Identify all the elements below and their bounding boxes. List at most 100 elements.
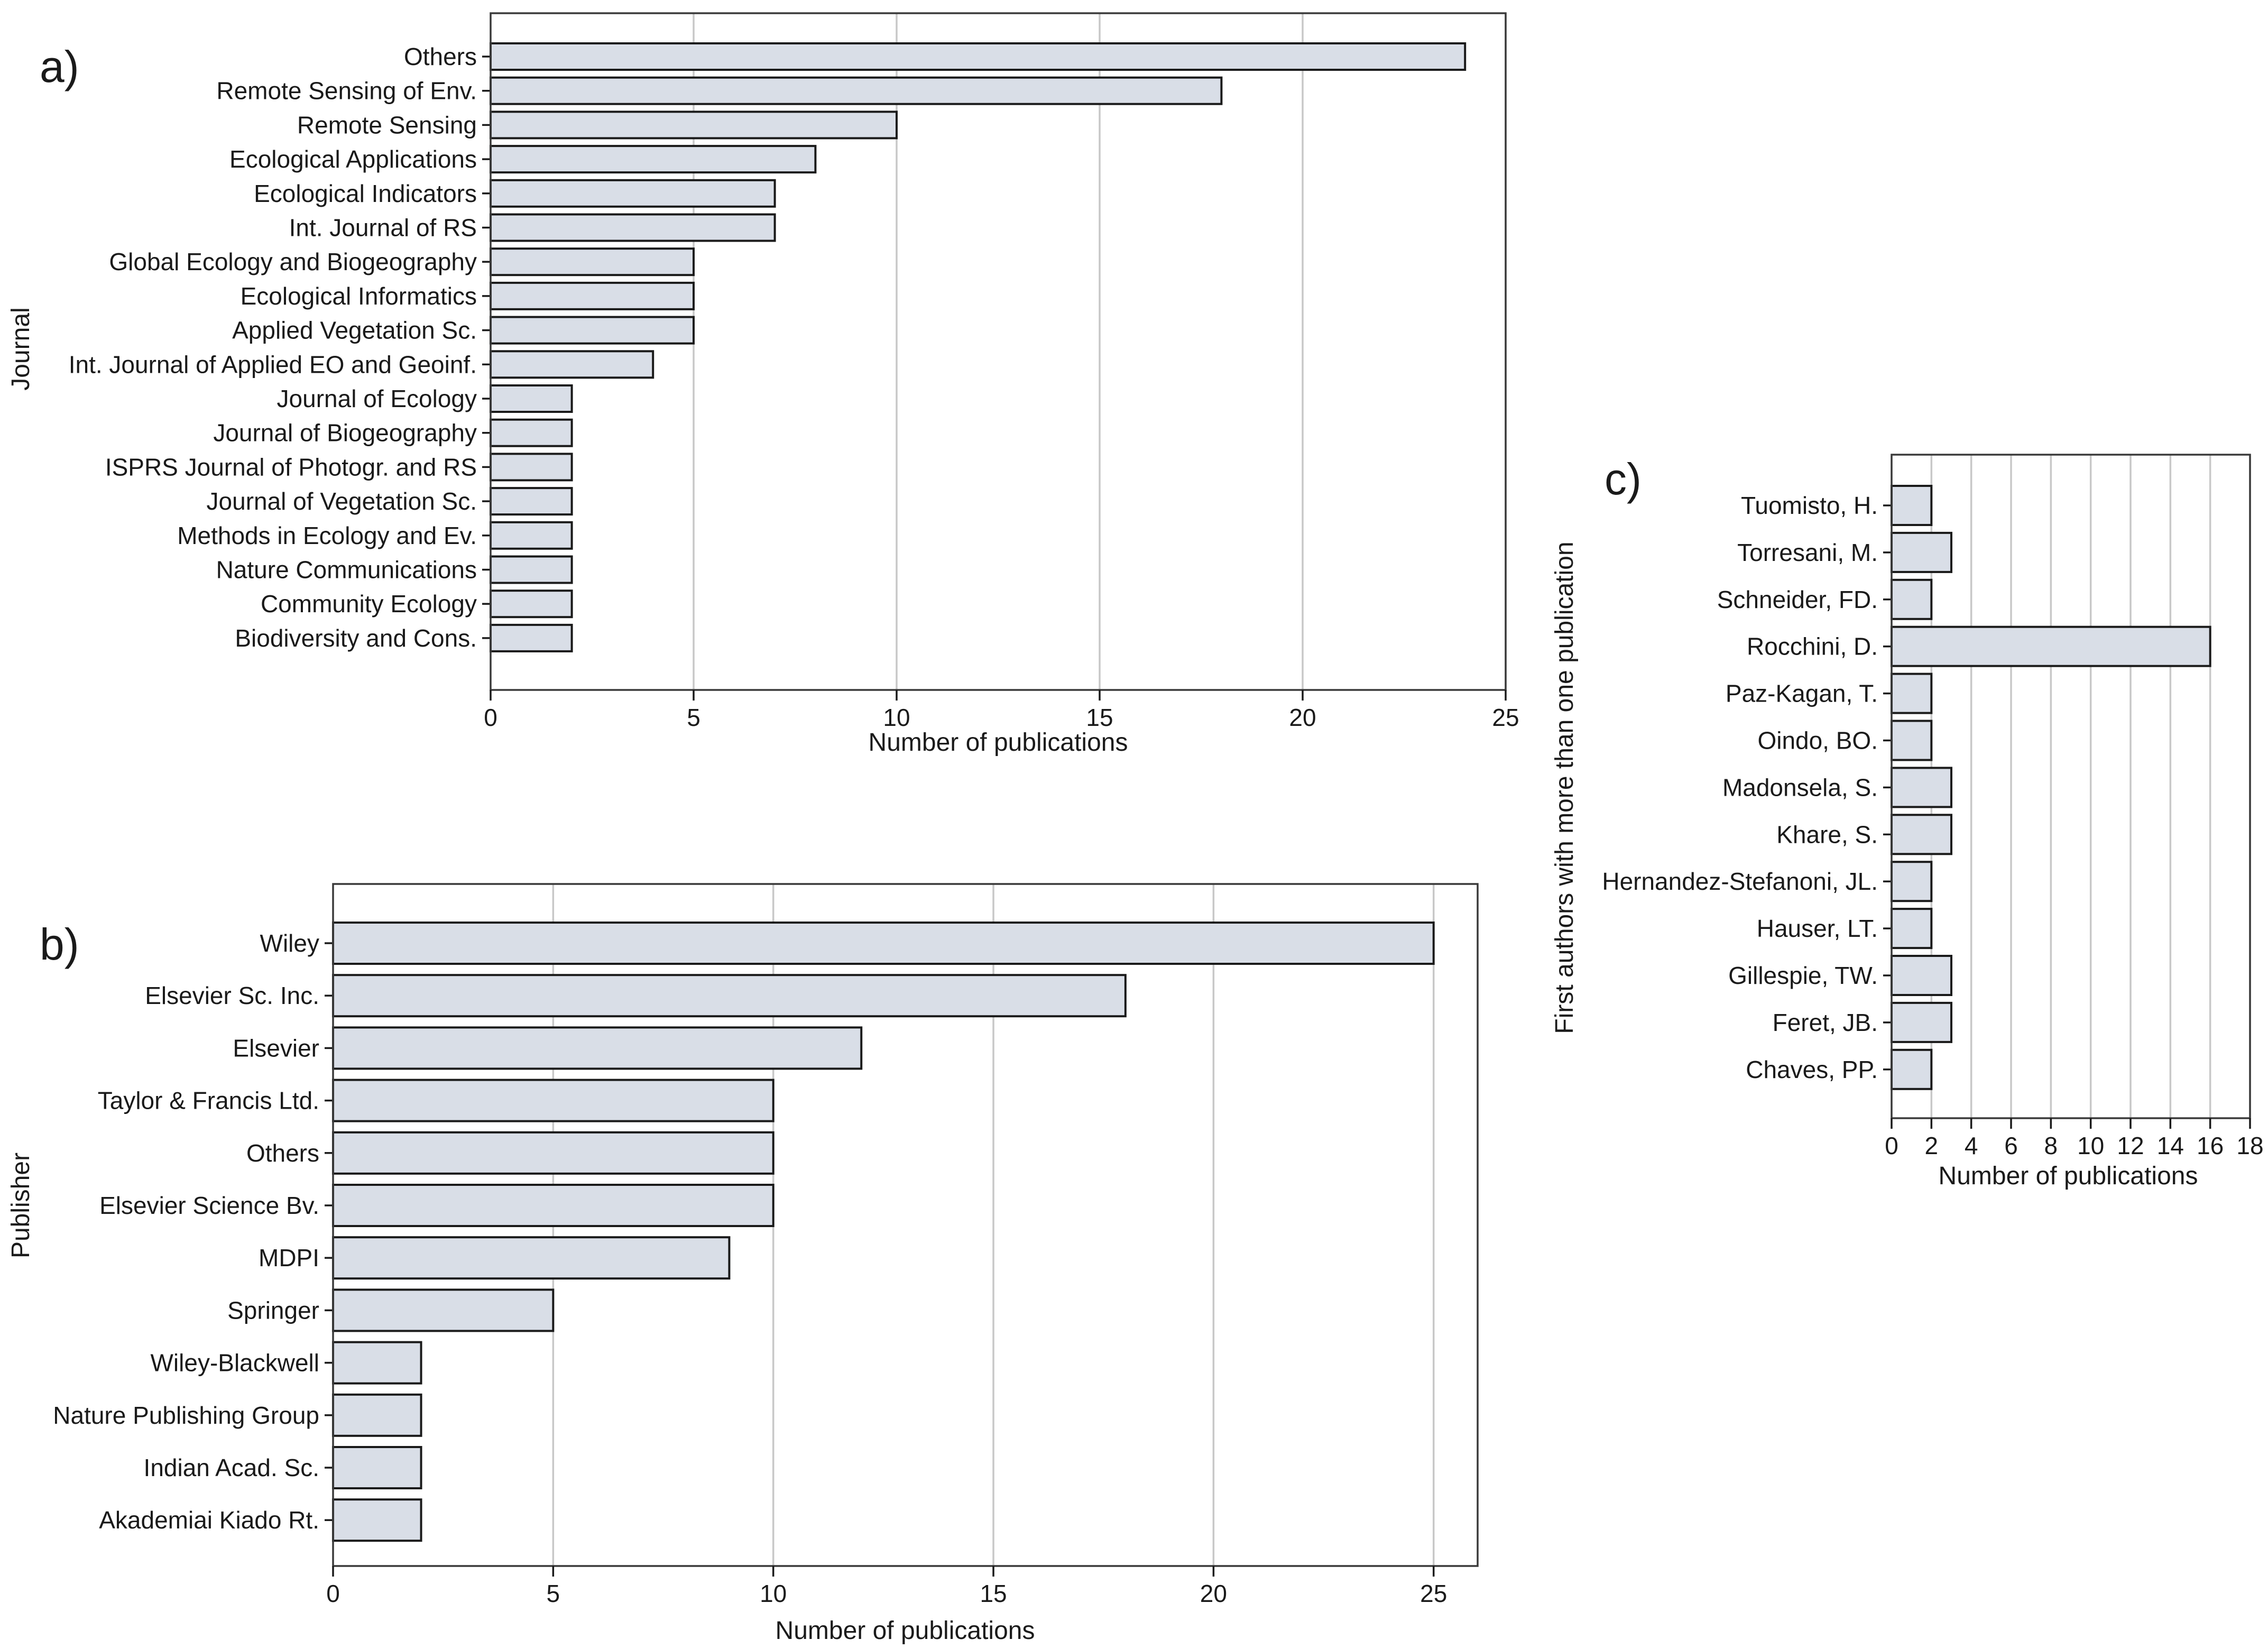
bar xyxy=(490,213,776,242)
category-label: Gillespie, TW. xyxy=(1728,962,1878,989)
x-axis-title: Number of publications xyxy=(1939,1162,2198,1190)
x-tick-label: 5 xyxy=(547,1580,560,1607)
x-tick-label: 15 xyxy=(1086,704,1113,731)
bar xyxy=(490,589,573,619)
bar xyxy=(332,1079,775,1122)
x-tick-label: 18 xyxy=(2236,1132,2263,1159)
bar xyxy=(490,145,817,174)
bar xyxy=(1891,1001,1952,1043)
category-label: Hernandez-Stefanoni, JL. xyxy=(1602,868,1878,895)
x-tick-label: 2 xyxy=(1925,1132,1939,1159)
category-label: MDPI xyxy=(259,1244,319,1272)
x-tick-label: 20 xyxy=(1289,704,1316,731)
panel-label: c) xyxy=(1605,454,1642,504)
category-label: Journal of Vegetation Sc. xyxy=(207,487,477,515)
category-label: Khare, S. xyxy=(1776,821,1878,848)
bar xyxy=(490,281,695,310)
x-tick-label: 5 xyxy=(687,704,700,731)
category-label: Schneider, FD. xyxy=(1717,586,1878,613)
bar xyxy=(332,1026,863,1070)
category-label: Others xyxy=(246,1139,319,1167)
x-tick-label: 0 xyxy=(1885,1132,1898,1159)
x-tick-label: 4 xyxy=(1965,1132,1978,1159)
bar xyxy=(332,1446,422,1489)
category-label: Akademiai Kiado Rt. xyxy=(99,1506,319,1534)
category-label: Wiley-Blackwell xyxy=(151,1349,319,1377)
bar xyxy=(490,316,695,345)
category-label: Feret, JB. xyxy=(1773,1009,1878,1036)
x-tick-label: 15 xyxy=(980,1580,1007,1607)
category-label: Torresani, M. xyxy=(1737,539,1878,566)
plot-frame xyxy=(490,12,1507,691)
category-label: Taylor & Francis Ltd. xyxy=(98,1087,319,1114)
category-label: Others xyxy=(404,43,477,70)
category-label: Nature Publishing Group xyxy=(53,1402,319,1429)
bar xyxy=(1891,720,1933,761)
category-label: Springer xyxy=(227,1296,319,1324)
x-axis-title: Number of publications xyxy=(869,729,1128,757)
panel-label: a) xyxy=(40,42,79,91)
bar xyxy=(1891,814,1952,855)
bar xyxy=(490,247,695,277)
panel-c-first-authors: Tuomisto, H. Torresani, M. Schneider, FD. R… xyxy=(1551,454,2264,1190)
bar xyxy=(490,384,573,413)
x-tick-label: 14 xyxy=(2157,1132,2184,1159)
panel-label: b) xyxy=(40,919,79,969)
x-tick-label: 16 xyxy=(2197,1132,2224,1159)
bar xyxy=(332,1184,775,1227)
bar xyxy=(1891,1048,1933,1090)
x-tick-label: 25 xyxy=(1420,1580,1447,1607)
category-label: Applied Vegetation Sc. xyxy=(232,317,477,344)
plot-frame xyxy=(1891,454,2251,1119)
category-label: Hauser, LT. xyxy=(1757,915,1878,942)
category-label: Remote Sensing xyxy=(297,111,477,139)
bar xyxy=(332,1498,422,1542)
bar xyxy=(1891,578,1933,620)
y-axis-title: First authors with more than one publica… xyxy=(1551,541,1579,1034)
category-label: Elsevier xyxy=(233,1034,319,1062)
category-label: Paz-Kagan, T. xyxy=(1726,680,1878,707)
category-label: Madonsela, S. xyxy=(1722,773,1878,801)
category-label: Nature Communications xyxy=(216,556,477,584)
x-tick-label: 10 xyxy=(760,1580,787,1607)
category-label: Int. Journal of Applied EO and Geoinf. xyxy=(69,351,477,378)
bar xyxy=(332,974,1127,1018)
category-label: Wiley xyxy=(260,929,319,957)
category-label: Methods in Ecology and Ev. xyxy=(177,522,477,549)
bar xyxy=(490,453,573,482)
bar xyxy=(490,350,654,379)
category-label: Elsevier Science Bv. xyxy=(99,1192,319,1219)
category-label: Global Ecology and Biogeography xyxy=(109,248,477,275)
panel-a-journals: Others Remote Sensing of Env. Remote Sensi… xyxy=(7,12,1519,757)
bar xyxy=(490,623,573,652)
bar xyxy=(1891,673,1933,714)
plot-frame xyxy=(332,883,1479,1567)
y-axis-title: Journal xyxy=(7,307,35,390)
x-axis-title: Number of publications xyxy=(776,1617,1035,1645)
category-label: Chaves, PP. xyxy=(1746,1056,1878,1083)
bar xyxy=(332,1288,555,1332)
category-label: Journal of Ecology xyxy=(277,385,477,412)
category-label: Remote Sensing of Env. xyxy=(216,77,477,105)
category-label: Biodiversity and Cons. xyxy=(235,624,477,652)
bar xyxy=(332,1131,775,1175)
x-tick-label: 0 xyxy=(484,704,497,731)
category-label: Ecological Informatics xyxy=(241,282,477,310)
bar xyxy=(1891,908,1933,950)
bar xyxy=(490,110,898,140)
x-tick-label: 0 xyxy=(326,1580,340,1607)
bar xyxy=(490,42,1467,71)
x-tick-label: 8 xyxy=(2044,1132,2058,1159)
x-tick-label: 6 xyxy=(2004,1132,2018,1159)
bar xyxy=(490,76,1223,105)
category-label: Elsevier Sc. Inc. xyxy=(145,982,319,1009)
category-label: Rocchini, D. xyxy=(1747,633,1878,660)
bar xyxy=(490,521,573,550)
category-label: Ecological Indicators xyxy=(254,180,477,207)
x-tick-label: 20 xyxy=(1200,1580,1227,1607)
category-label: ISPRS Journal of Photogr. and RS xyxy=(105,453,477,481)
bar xyxy=(490,555,573,584)
x-tick-label: 10 xyxy=(2077,1132,2104,1159)
x-tick-label: 25 xyxy=(1492,704,1519,731)
